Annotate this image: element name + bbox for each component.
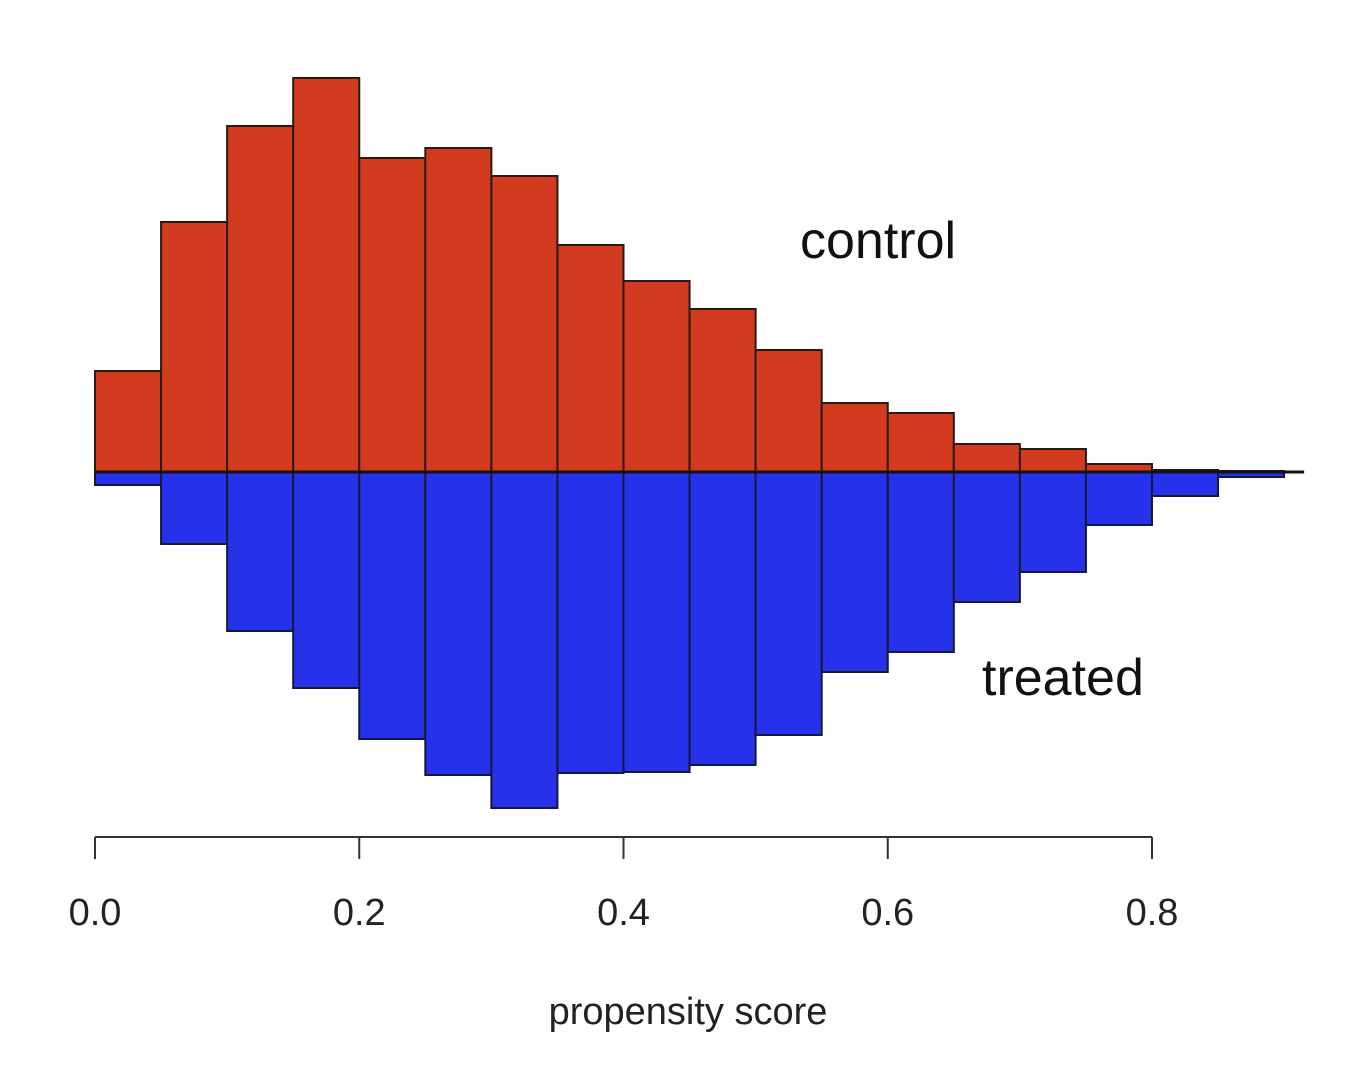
treated-bar-0.15 <box>292 471 361 689</box>
control-bar-0.35 <box>556 244 625 473</box>
control-label: control <box>800 212 956 270</box>
control-bar-0.20 <box>358 157 427 473</box>
x-tick-label: 0.2 <box>333 892 386 934</box>
treated-label: treated <box>982 649 1144 707</box>
treated-bar-0.75 <box>1084 471 1153 526</box>
control-bar-0.60 <box>886 412 955 473</box>
treated-bar-0.55 <box>820 471 889 673</box>
treated-bar-0.45 <box>688 471 757 766</box>
treated-bar-0.35 <box>556 471 625 774</box>
control-bar-0.25 <box>424 147 493 473</box>
x-axis-title: propensity score <box>549 991 828 1033</box>
control-bar-0.45 <box>688 308 757 473</box>
control-bar-0.10 <box>226 125 295 473</box>
treated-bar-0.20 <box>358 471 427 740</box>
x-tick-label: 0.8 <box>1126 892 1179 934</box>
control-bar-0.30 <box>490 175 559 473</box>
treated-bar-0.10 <box>226 471 295 632</box>
control-bar-0.70 <box>1018 448 1087 473</box>
treated-bar-0.70 <box>1018 471 1087 573</box>
treated-bar-0.00 <box>94 471 163 486</box>
x-tick-label: 0.4 <box>597 892 650 934</box>
treated-bar-0.40 <box>622 471 691 773</box>
control-bar-0.50 <box>754 349 823 473</box>
treated-bar-0.65 <box>952 471 1021 603</box>
control-bar-0.05 <box>160 221 229 473</box>
x-axis: 0.0 0.2 0.4 0.6 0.8 <box>69 836 1179 934</box>
treated-bars <box>94 471 1286 809</box>
control-bars <box>94 77 1286 473</box>
x-tick-label: 0.6 <box>861 892 914 934</box>
treated-bar-0.30 <box>490 471 559 809</box>
control-bar-0.15 <box>292 77 361 473</box>
control-bar-0.65 <box>952 443 1021 473</box>
x-tick-label: 0.0 <box>69 892 122 934</box>
treated-bar-0.05 <box>160 471 229 545</box>
control-bar-0.55 <box>820 402 889 473</box>
treated-bar-0.60 <box>886 471 955 653</box>
treated-bar-0.80 <box>1151 471 1220 497</box>
control-bar-0.00 <box>94 370 163 473</box>
control-bar-0.40 <box>622 280 691 473</box>
treated-bar-0.50 <box>754 471 823 736</box>
treated-bar-0.25 <box>424 471 493 776</box>
